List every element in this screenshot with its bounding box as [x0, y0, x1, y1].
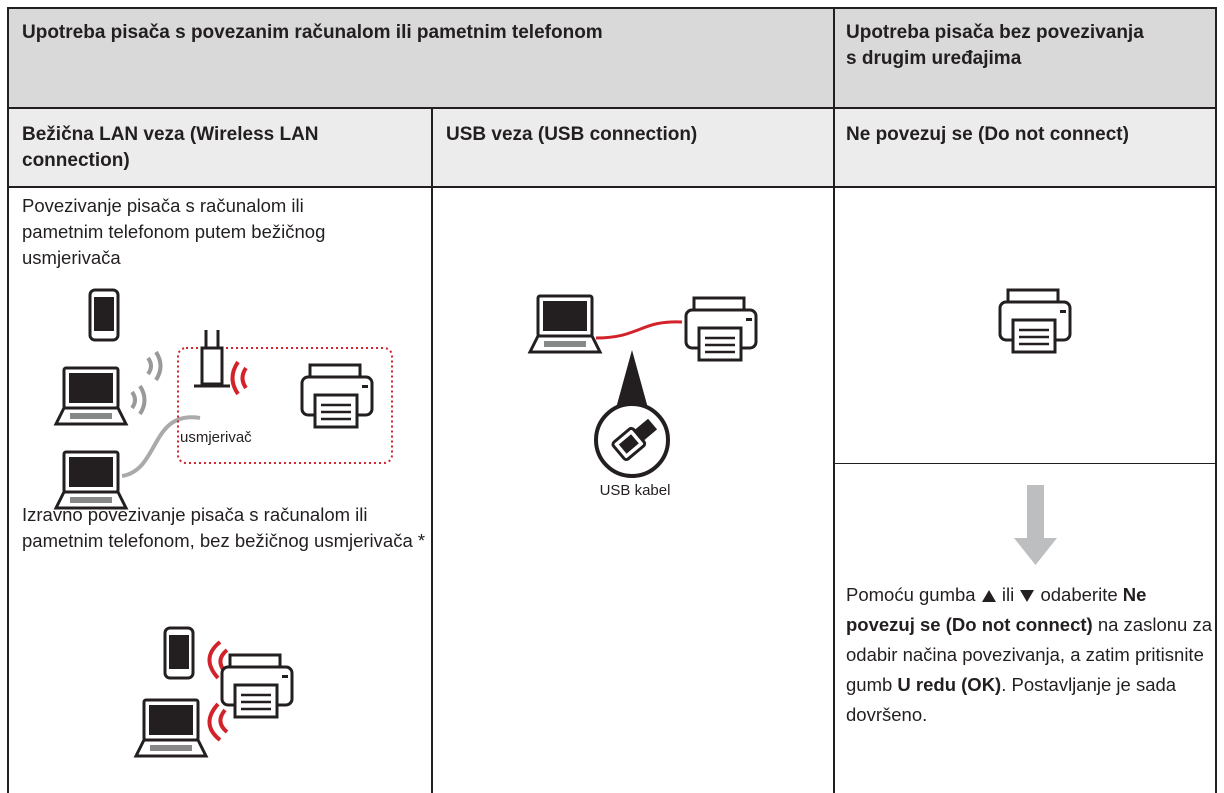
- header-bg: [8, 8, 1216, 108]
- text: ili: [1001, 584, 1015, 605]
- border: [7, 7, 9, 793]
- border: [1215, 7, 1217, 793]
- text: odaberite: [1040, 584, 1118, 605]
- border: [833, 7, 835, 793]
- down-icon: [1020, 590, 1035, 603]
- subheader: Ne povezuj se (Do not connect): [846, 124, 1129, 145]
- text: . Postavljanje je sada dovršeno.: [846, 674, 1177, 725]
- text: U redu (OK): [897, 674, 1002, 695]
- up-icon: [981, 590, 996, 603]
- border: [834, 463, 1217, 464]
- header: Upotreba pisača bez povezivanja s drugim…: [846, 22, 1144, 69]
- text: na zaslonu za odabir načina povezivanja,…: [846, 614, 1212, 695]
- subheader: USB veza (USB connection): [446, 124, 698, 145]
- text: Ne povezuj se (Do not connect): [846, 584, 1147, 635]
- description: Povezivanje pisača s računalom ili pamet…: [22, 195, 326, 268]
- header: Upotreba pisača s povezanim računalom il…: [22, 22, 603, 43]
- text: Pomoću gumba: [846, 584, 976, 605]
- border: [7, 107, 1217, 109]
- label: usmjerivač: [180, 429, 252, 446]
- border: [431, 108, 433, 793]
- border: [7, 7, 1217, 9]
- instruction: Pomoću gumba ili odaberite Ne povezuj se…: [846, 580, 1214, 730]
- subheader-bg: [8, 108, 1216, 187]
- border: [7, 186, 1217, 188]
- description: Izravno povezivanje pisača s računalom i…: [22, 504, 426, 551]
- label: USB kabel: [599, 482, 671, 499]
- subheader: Bežična LAN veza (Wireless LAN connectio…: [22, 124, 319, 171]
